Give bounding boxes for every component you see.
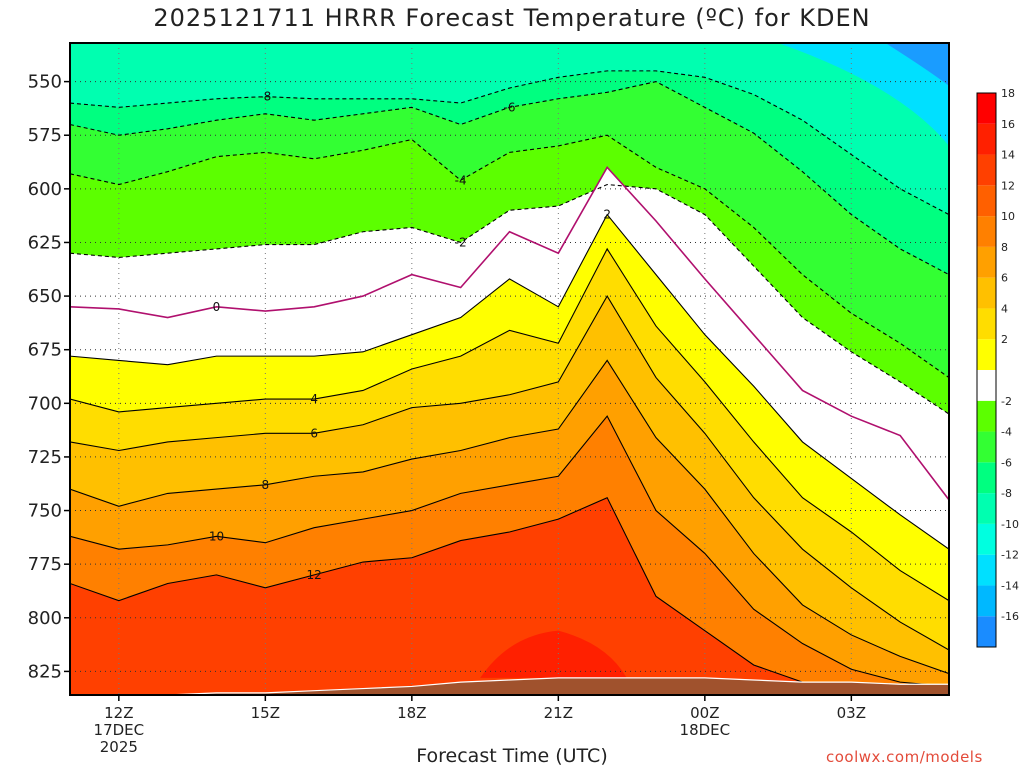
contour-label-8: 8 bbox=[262, 478, 270, 492]
y-tick-label-550: 550 bbox=[28, 72, 62, 93]
colorbar-swatch-4 bbox=[977, 493, 996, 524]
colorbar-label--6: -6 bbox=[1001, 456, 1012, 469]
fill-band-minus14 bbox=[885, 43, 949, 86]
colorbar-swatch-0 bbox=[977, 616, 996, 647]
x-tick-label-12-1: 17DEC bbox=[94, 721, 145, 739]
colorbar-label-14: 14 bbox=[1001, 149, 1015, 162]
fill-band-12 bbox=[70, 497, 949, 695]
colorbar-swatch-8 bbox=[977, 370, 996, 401]
colorbar-swatch-5 bbox=[977, 462, 996, 494]
colorbar-label--14: -14 bbox=[1001, 579, 1019, 592]
isotherm-4 bbox=[70, 247, 949, 602]
colorbar-label--16: -16 bbox=[1001, 610, 1019, 623]
isotherm-6 bbox=[70, 294, 949, 651]
plot-frame bbox=[69, 42, 950, 696]
colorbar-label-10: 10 bbox=[1001, 210, 1015, 223]
colorbar-swatch-17 bbox=[977, 93, 996, 124]
colorbar-swatch-14 bbox=[977, 185, 996, 217]
colorbar-swatch-12 bbox=[977, 246, 996, 278]
y-tick-label-600: 600 bbox=[28, 179, 62, 200]
colorbar-swatch-2 bbox=[977, 554, 996, 586]
x-tick-label-18-0: 18Z bbox=[397, 704, 426, 722]
contour-label--2: -2 bbox=[455, 235, 467, 249]
isotherm--6 bbox=[70, 81, 949, 276]
x-tick-label-12-0: 12Z bbox=[104, 704, 133, 722]
chart-title: 2025121711 HRRR Forecast Temperature (ºC… bbox=[153, 4, 871, 32]
contour-label--8: -8 bbox=[259, 90, 271, 104]
contour-label-4: 4 bbox=[310, 392, 318, 406]
isotherm--8 bbox=[70, 70, 949, 216]
y-tick-label-675: 675 bbox=[28, 340, 62, 361]
contour-label-12: 12 bbox=[307, 568, 322, 582]
source-credit: coolwx.com/models bbox=[826, 748, 983, 766]
fill-band-16 bbox=[480, 630, 627, 678]
x-tick-label-24-0: 00Z bbox=[690, 704, 719, 722]
y-tick-label-725: 725 bbox=[28, 447, 62, 468]
terrain-fill bbox=[70, 677, 949, 695]
x-tick-label-15-0: 15Z bbox=[251, 704, 280, 722]
colorbar-swatch-11 bbox=[977, 277, 996, 309]
colorbar-swatch-3 bbox=[977, 523, 996, 555]
contour-label-0: 0 bbox=[213, 300, 221, 314]
y-tick-label-825: 825 bbox=[28, 661, 62, 682]
y-tick-label-700: 700 bbox=[28, 393, 62, 414]
y-tick-label-625: 625 bbox=[28, 232, 62, 253]
colorbar-swatch-15 bbox=[977, 154, 996, 186]
y-tick-label-650: 650 bbox=[28, 286, 62, 307]
y-tick-label-575: 575 bbox=[28, 125, 62, 146]
colorbar-swatch-7 bbox=[977, 400, 996, 432]
colorbar-swatch-6 bbox=[977, 431, 996, 463]
isotherm--4 bbox=[70, 134, 949, 379]
isotherm-10 bbox=[70, 415, 949, 687]
isotherm-0 bbox=[70, 166, 949, 501]
colorbar-legend: -16 -14 -12 -10 -8 -6 -4 -2 2 4 6 8 10 12 14 16 18 bbox=[976, 87, 1019, 648]
colorbar-label--4: -4 bbox=[1001, 426, 1012, 439]
y-tick-label-800: 800 bbox=[28, 608, 62, 629]
colorbar-swatch-13 bbox=[977, 216, 996, 247]
y-tick-label-775: 775 bbox=[28, 554, 62, 575]
x-tick-label-24-1: 18DEC bbox=[680, 721, 731, 739]
colorbar-swatch-16 bbox=[977, 123, 996, 155]
isotherm-2 bbox=[70, 213, 949, 550]
contour-label--4: -4 bbox=[455, 173, 467, 187]
y-axis-ticks: 550 575 600 625 650 675 700 725 750 775 800 825 bbox=[28, 72, 70, 682]
contour-label-2: 2 bbox=[603, 208, 611, 222]
colorbar-frame bbox=[976, 92, 997, 648]
contour-label-10: 10 bbox=[209, 529, 224, 543]
colorbar-label--2: -2 bbox=[1001, 395, 1012, 408]
isotherm--2 bbox=[70, 183, 949, 415]
colorbar-label--8: -8 bbox=[1001, 487, 1012, 500]
x-axis-label: Forecast Time (UTC) bbox=[416, 745, 608, 767]
x-tick-label-12-2: 2025 bbox=[100, 738, 138, 756]
colorbar-label-8: 8 bbox=[1001, 241, 1008, 254]
contour-labels: -8 -6 -4 -2 0 2 4 6 8 10 12 bbox=[209, 90, 611, 582]
colorbar-label-16: 16 bbox=[1001, 118, 1015, 131]
colorbar-label--10: -10 bbox=[1001, 518, 1019, 531]
temperature-fill-bands bbox=[70, 43, 949, 695]
isotherm-8 bbox=[70, 359, 949, 675]
terrain-surface bbox=[70, 677, 949, 695]
colorbar-swatch-9 bbox=[977, 339, 996, 370]
fill-band-minus12 bbox=[778, 43, 949, 146]
colorbar-label-4: 4 bbox=[1001, 302, 1008, 315]
y-tick-label-750: 750 bbox=[28, 501, 62, 522]
x-tick-label-27-0: 03Z bbox=[837, 704, 866, 722]
colorbar-label-12: 12 bbox=[1001, 179, 1015, 192]
colorbar-swatch-10 bbox=[977, 308, 996, 340]
colorbar-label--12: -12 bbox=[1001, 549, 1019, 562]
contour-label-6: 6 bbox=[310, 426, 318, 440]
x-tick-label-21-0: 21Z bbox=[544, 704, 573, 722]
colorbar-swatch-1 bbox=[977, 585, 996, 617]
isotherm-contours bbox=[70, 70, 949, 695]
colorbar-label-18: 18 bbox=[1001, 87, 1015, 100]
contour-label--6: -6 bbox=[504, 100, 516, 114]
colorbar-label-2: 2 bbox=[1001, 333, 1008, 346]
colorbar-label-6: 6 bbox=[1001, 272, 1008, 285]
